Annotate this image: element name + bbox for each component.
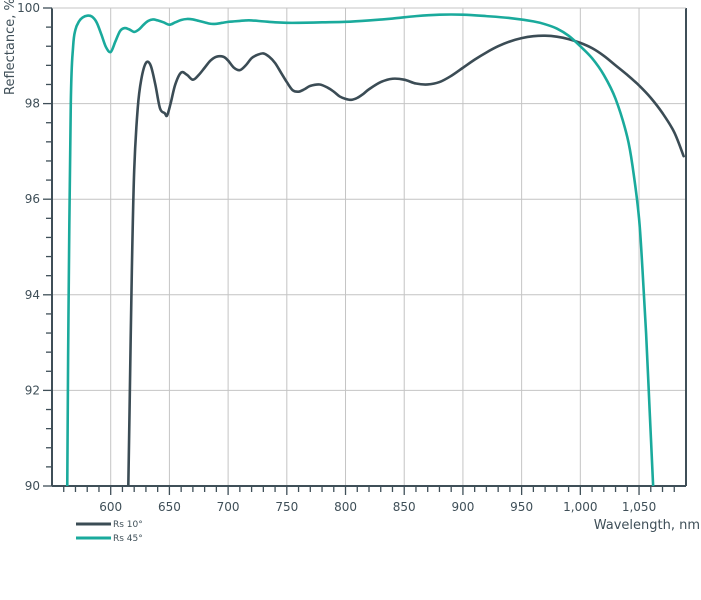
y-tick-label: 92 <box>25 383 40 397</box>
y-axis-title: Reflectance, % <box>3 0 18 95</box>
y-tick-label: 100 <box>17 1 40 15</box>
tick-labels: 600 650 700 750 800 850 900 950 1,000 1,050 90 92 94… <box>17 1 656 514</box>
x-tick-label: 800 <box>334 500 357 514</box>
series-lines <box>65 13 685 486</box>
x-tick-label: 900 <box>451 500 474 514</box>
x-tick-label: 1,000 <box>563 500 597 514</box>
x-tick-label: 650 <box>158 500 181 514</box>
legend-label-rs-45: Rs 45° <box>113 534 143 544</box>
x-tick-label: 850 <box>393 500 416 514</box>
legend: Rs 10° Rs 45° <box>76 520 143 544</box>
x-tick-label: 600 <box>99 500 122 514</box>
x-axis-title: Wavelength, nm <box>594 518 700 533</box>
series-line-rs-45 <box>65 13 655 486</box>
x-tick-label: 700 <box>217 500 240 514</box>
grid-lines <box>52 7 686 487</box>
legend-label-rs-10: Rs 10° <box>113 520 143 530</box>
y-tick-label: 94 <box>25 288 40 302</box>
y-tick-label: 98 <box>25 97 40 111</box>
y-tick-label: 96 <box>25 192 40 206</box>
x-tick-label: 950 <box>510 500 533 514</box>
y-tick-label: 90 <box>25 479 40 493</box>
x-tick-label: 750 <box>275 500 298 514</box>
axes <box>43 7 687 495</box>
x-tick-label: 1,050 <box>622 500 656 514</box>
series-line-rs-10 <box>127 34 685 486</box>
